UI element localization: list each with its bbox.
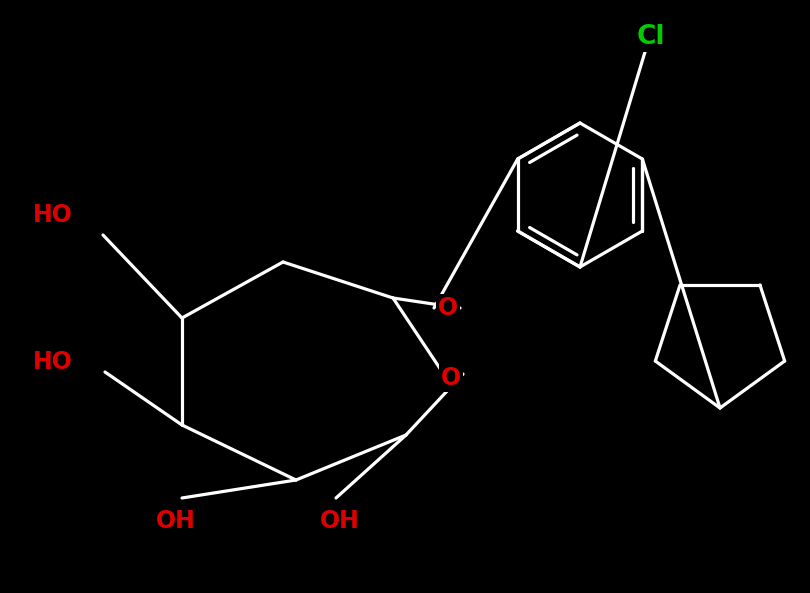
Text: OH: OH <box>156 509 196 533</box>
Text: OH: OH <box>320 509 360 533</box>
Text: O: O <box>441 366 461 390</box>
Text: HO: HO <box>33 350 73 374</box>
Text: O: O <box>438 296 458 320</box>
Text: Cl: Cl <box>637 24 665 50</box>
Text: HO: HO <box>33 203 73 227</box>
